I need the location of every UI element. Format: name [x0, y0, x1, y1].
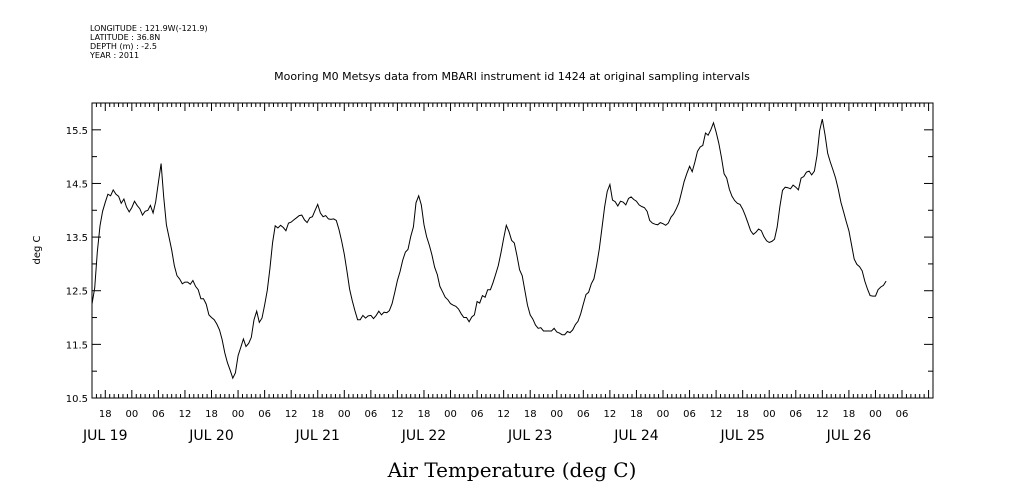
x-tick-label: 00 — [869, 409, 882, 420]
y-tick-label: 13.5 — [66, 233, 88, 244]
x-tick-label: 18 — [630, 409, 643, 420]
x-tick-label: 18 — [205, 409, 218, 420]
x-day-label: JUL 23 — [507, 428, 552, 444]
x-tick-label: 12 — [816, 409, 829, 420]
y-tick-label: 12.5 — [66, 287, 88, 298]
x-day-label: JUL 20 — [188, 428, 233, 444]
chart-title: Mooring M0 Metsys data from MBARI instru… — [274, 70, 750, 83]
y-tick-label: 11.5 — [66, 340, 88, 351]
x-tick-label: 12 — [285, 409, 298, 420]
x-tick-label: 00 — [444, 409, 457, 420]
x-tick-label: 00 — [657, 409, 670, 420]
y-axis: 10.5 11.5 12.5 13.5 14.5 15.5 — [66, 102, 933, 405]
x-tick-label: 06 — [789, 409, 802, 420]
x-tick-label: 00 — [338, 409, 351, 420]
x-axis-label: Air Temperature (deg C) — [387, 458, 637, 482]
meta-latitude: LATITUDE : 36.8N — [90, 33, 160, 42]
y-axis-label: deg C — [32, 235, 43, 264]
x-tick-label: 12 — [710, 409, 723, 420]
y-tick-label: 15.5 — [66, 126, 88, 137]
x-tick-label: 18 — [311, 409, 324, 420]
x-tick-label: 00 — [550, 409, 563, 420]
x-day-label: JUL 19 — [82, 428, 127, 444]
x-tick-label: 18 — [524, 409, 537, 420]
x-tick-label: 12 — [391, 409, 404, 420]
x-tick-label: 00 — [232, 409, 245, 420]
x-day-label: JUL 22 — [401, 428, 446, 444]
x-tick-label: 06 — [152, 409, 165, 420]
x-tick-label: 18 — [99, 409, 112, 420]
x-day-label: JUL 25 — [719, 428, 764, 444]
y-tick-label: 10.5 — [66, 394, 88, 405]
x-tick-label: 00 — [125, 409, 138, 420]
y-tick-label: 14.5 — [66, 179, 88, 190]
x-axis: 18 00 06 12 18 00 06 12 18 00 06 12 18 00 06 12 18 00 06 12… — [82, 103, 934, 444]
x-tick-label: 06 — [364, 409, 377, 420]
metadata-block: LONGITUDE : 121.9W(-121.9) LATITUDE : 36… — [89, 24, 208, 60]
meta-longitude: LONGITUDE : 121.9W(-121.9) — [90, 24, 208, 33]
x-tick-label: 12 — [179, 409, 192, 420]
x-tick-label: 06 — [258, 409, 271, 420]
x-tick-label: 00 — [763, 409, 776, 420]
x-tick-label: 12 — [497, 409, 510, 420]
series-layer — [91, 118, 887, 380]
x-tick-label: 18 — [843, 409, 856, 420]
meta-depth: DEPTH (m) : -2.5 — [90, 42, 157, 51]
x-day-label: JUL 24 — [613, 428, 659, 444]
x-day-label: JUL 21 — [295, 428, 340, 444]
x-day-label: JUL 26 — [826, 428, 872, 444]
x-tick-label: 18 — [418, 409, 431, 420]
x-tick-label: 06 — [683, 409, 696, 420]
x-tick-label: 18 — [736, 409, 749, 420]
plot-frame — [91, 102, 934, 399]
x-tick-label: 06 — [577, 409, 590, 420]
meta-year: YEAR : 2011 — [89, 51, 139, 60]
x-tick-label: 12 — [604, 409, 617, 420]
series-line — [91, 118, 887, 380]
x-tick-label: 06 — [471, 409, 484, 420]
x-tick-label: 06 — [896, 409, 909, 420]
